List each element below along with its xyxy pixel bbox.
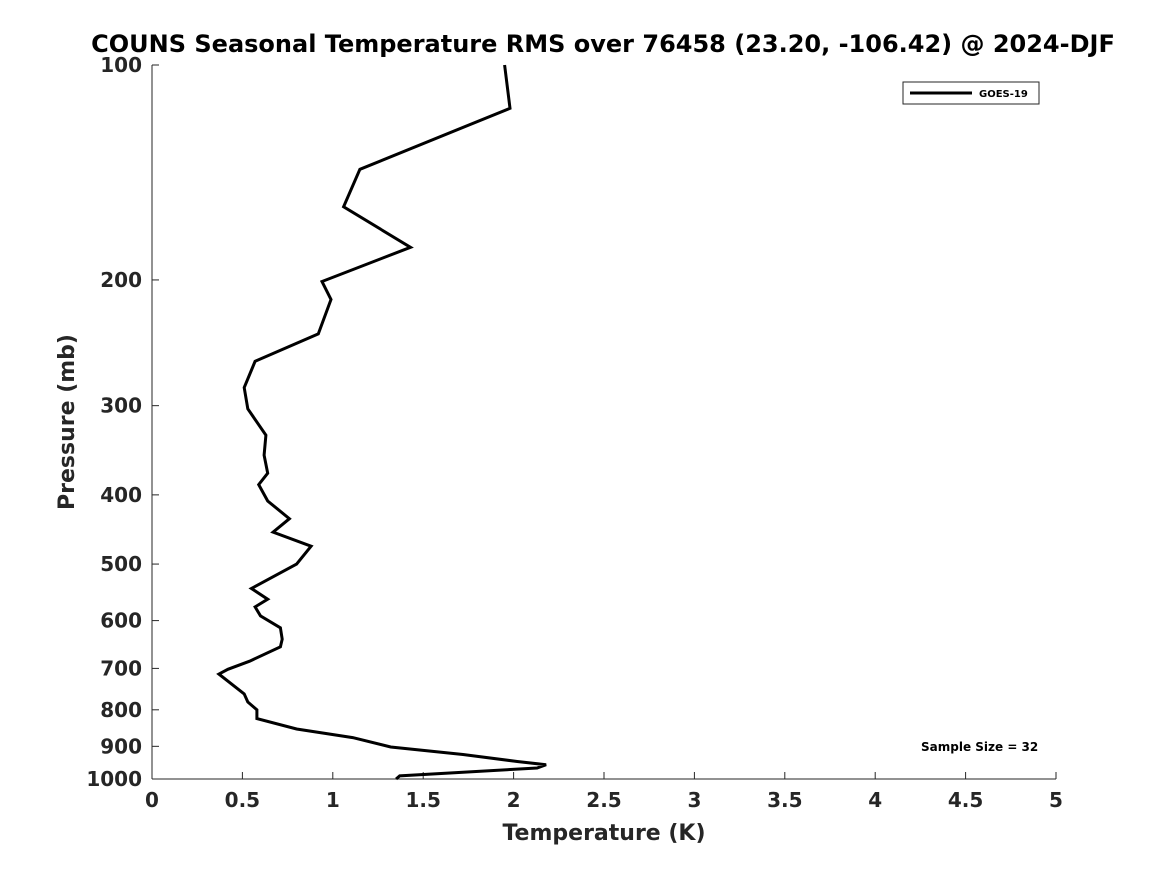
y-tick-label: 300	[100, 394, 142, 418]
y-axis-label: Pressure (mb)	[55, 334, 80, 510]
x-axis-label: Temperature (K)	[502, 821, 705, 846]
legend-label: GOES-19	[979, 89, 1028, 100]
y-tick-label: 900	[100, 734, 142, 758]
x-tick-label: 4	[868, 788, 882, 812]
x-tick-label: 3	[687, 788, 701, 812]
x-tick-label: 2	[507, 788, 521, 812]
series-layer	[216, 64, 547, 781]
chart-title: COUNS Seasonal Temperature RMS over 7645…	[91, 30, 1115, 58]
y-tick-label: 600	[100, 609, 142, 633]
y-tick-label: 200	[100, 268, 142, 292]
x-tick-label: 5	[1049, 788, 1063, 812]
legend: GOES-19	[902, 81, 1040, 105]
series-line-goes-19	[216, 64, 547, 781]
x-tick-label: 3.5	[767, 788, 802, 812]
y-tick-label: 700	[100, 656, 142, 680]
x-tick-label: 0	[145, 788, 159, 812]
sample-size-annotation: Sample Size = 32	[921, 740, 1038, 754]
x-axis-ticks: 0 0.5 1 1.5 2 2.5 3 3.5 4 4.5 5	[145, 772, 1063, 812]
plot-area	[151, 65, 1056, 780]
y-tick-label: 400	[100, 483, 142, 507]
y-tick-label: 500	[100, 552, 142, 576]
x-tick-label: 1	[326, 788, 340, 812]
y-tick-label: 1000	[86, 767, 142, 791]
x-tick-label: 0.5	[225, 788, 260, 812]
y-tick-label: 800	[100, 698, 142, 722]
y-tick-label: 100	[100, 53, 142, 77]
x-tick-label: 2.5	[586, 788, 621, 812]
x-tick-label: 4.5	[948, 788, 983, 812]
y-axis-ticks: 100 200 300 400 500 600 700 800 900 1000	[86, 53, 159, 791]
x-tick-label: 1.5	[405, 788, 440, 812]
